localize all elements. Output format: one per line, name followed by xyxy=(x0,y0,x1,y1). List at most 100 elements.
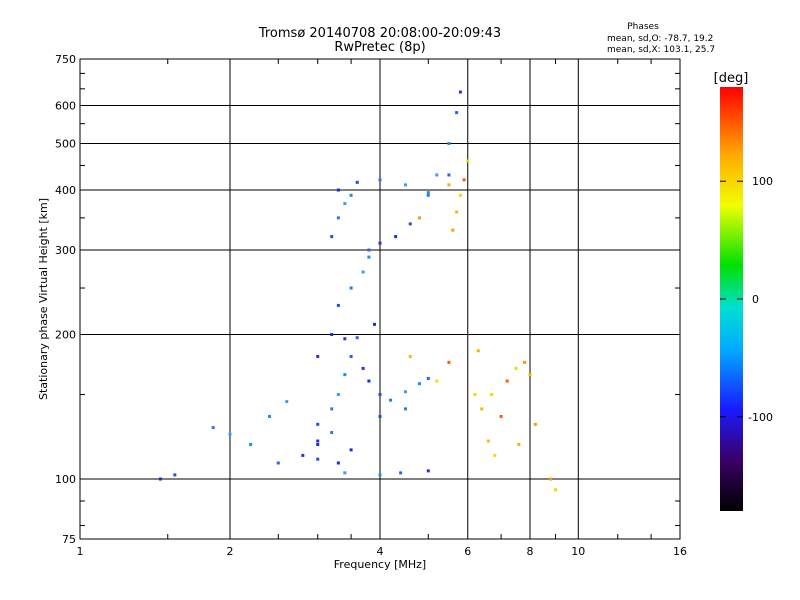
phases-x-stats: mean, sd,X: 103.1, 25.7 xyxy=(607,45,716,55)
data-point xyxy=(373,322,377,326)
data-point xyxy=(378,473,382,477)
data-point xyxy=(417,216,421,220)
phases-heading: Phases xyxy=(627,22,659,32)
data-point xyxy=(533,422,537,426)
data-point xyxy=(455,210,459,214)
data-point xyxy=(378,241,382,245)
data-point xyxy=(336,303,340,307)
x-tick-label: 16 xyxy=(673,545,687,558)
x-tick-label: 10 xyxy=(571,545,585,558)
data-point xyxy=(336,393,340,397)
data-point xyxy=(343,337,347,341)
x-tick-label: 8 xyxy=(527,545,534,558)
y-tick-label: 200 xyxy=(55,329,76,342)
x-tick-label: 4 xyxy=(377,545,384,558)
data-points xyxy=(158,90,557,492)
y-tick-label: 500 xyxy=(55,138,76,151)
data-point xyxy=(173,473,177,477)
data-point xyxy=(458,90,462,94)
data-point xyxy=(462,178,466,182)
data-point xyxy=(343,373,347,377)
x-axis-label: Frequency [MHz] xyxy=(334,558,426,571)
data-point xyxy=(476,349,480,353)
y-tick-label: 300 xyxy=(55,244,76,257)
data-point xyxy=(361,366,365,370)
data-point xyxy=(367,248,371,252)
data-point xyxy=(336,188,340,192)
data-point xyxy=(553,488,557,492)
y-tick-label: 400 xyxy=(55,184,76,197)
data-point xyxy=(480,407,484,411)
data-point xyxy=(249,443,253,447)
data-point xyxy=(447,142,451,146)
data-point xyxy=(403,183,407,187)
data-point xyxy=(316,439,320,443)
x-tick-label: 6 xyxy=(464,545,471,558)
data-point xyxy=(276,461,280,465)
data-point xyxy=(378,414,382,418)
data-point xyxy=(330,407,334,411)
data-point xyxy=(394,235,398,239)
data-point xyxy=(378,178,382,182)
data-point xyxy=(435,173,439,177)
colorbar-tick-label: 0 xyxy=(752,293,759,306)
data-point xyxy=(455,111,459,115)
y-tick-label: 600 xyxy=(55,100,76,113)
data-point xyxy=(355,180,359,184)
data-point xyxy=(417,382,421,386)
phases-o-stats: mean, sd,O: -78.7, 19.2 xyxy=(607,34,714,44)
data-point xyxy=(336,461,340,465)
phase-colorbar xyxy=(720,87,743,511)
data-point xyxy=(316,422,320,426)
data-point xyxy=(473,393,477,397)
data-point xyxy=(493,453,497,457)
data-point xyxy=(426,193,430,197)
data-point xyxy=(349,448,353,452)
y-tick-label: 750 xyxy=(55,53,76,66)
data-point xyxy=(517,443,521,447)
data-point xyxy=(158,477,162,481)
data-point xyxy=(499,414,503,418)
data-point xyxy=(408,354,412,358)
y-tick-label: 75 xyxy=(62,533,76,546)
colorbar-tick-label: 100 xyxy=(752,175,773,188)
data-point xyxy=(466,159,470,163)
plot-frame xyxy=(79,58,681,540)
y-axis-label: Stationary phase Virtual Height [km] xyxy=(37,198,50,400)
data-point xyxy=(336,216,340,220)
data-point xyxy=(403,390,407,394)
data-point xyxy=(447,173,451,177)
data-point xyxy=(389,398,393,402)
data-point xyxy=(267,414,271,418)
data-point xyxy=(316,443,320,447)
data-point xyxy=(285,400,289,404)
data-point xyxy=(447,360,451,364)
tick-labels: 1 2 4 6 8 10 16 75 100 200 300 400 500 600 750 xyxy=(55,53,687,558)
data-point xyxy=(343,201,347,205)
data-point xyxy=(451,228,455,232)
data-point xyxy=(549,477,553,481)
x-tick-label: 1 xyxy=(77,545,84,558)
data-point xyxy=(211,426,215,430)
data-point xyxy=(528,373,532,377)
chart-title: Tromsø 20140708 20:08:00-20:09:43 xyxy=(258,26,502,41)
data-point xyxy=(435,379,439,383)
data-point xyxy=(486,439,490,443)
x-tick-label: 2 xyxy=(227,545,234,558)
data-point xyxy=(330,235,334,239)
data-point xyxy=(426,376,430,380)
data-point xyxy=(355,336,359,340)
data-point xyxy=(316,457,320,461)
data-point xyxy=(343,471,347,475)
colorbar-ticks: 100 0 -100 xyxy=(720,175,773,424)
data-point xyxy=(349,354,353,358)
data-point xyxy=(490,393,494,397)
data-point xyxy=(447,183,451,187)
data-point xyxy=(228,432,232,436)
data-point xyxy=(301,453,305,457)
y-tick-label: 100 xyxy=(55,473,76,486)
data-point xyxy=(367,379,371,383)
grid-lines xyxy=(80,59,680,539)
data-point xyxy=(378,393,382,397)
